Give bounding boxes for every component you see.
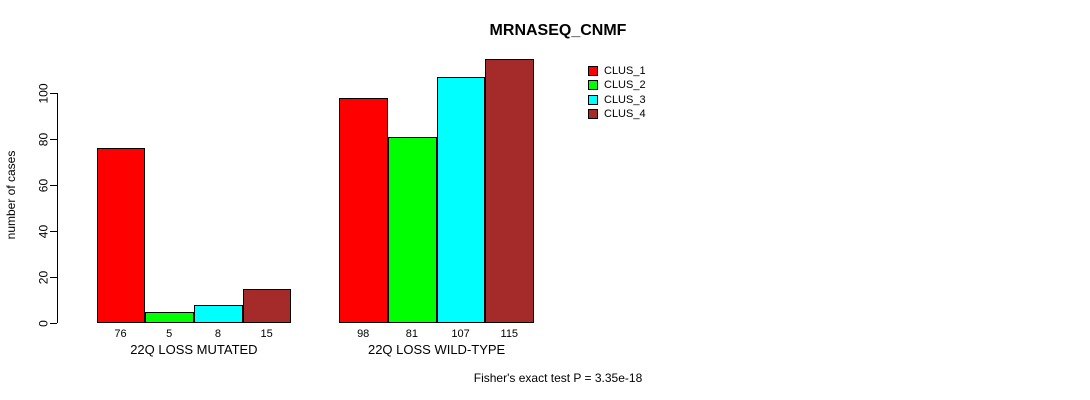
bar-value-label: 115 xyxy=(500,328,519,340)
group-label: 22Q LOSS MUTATED xyxy=(130,342,258,357)
legend-label: CLUS_3 xyxy=(604,93,646,106)
bar-value-label: 8 xyxy=(214,328,221,340)
legend-label: CLUS_2 xyxy=(604,79,646,92)
y-axis-tick xyxy=(50,185,57,186)
bar-clus_4-2 xyxy=(485,58,534,323)
chart-title: MRNASEQ_CNMF xyxy=(489,22,627,39)
bar-clus_4-1 xyxy=(242,288,292,323)
y-axis-tick-label: 0 xyxy=(36,319,51,327)
bar-clus_2-1 xyxy=(145,311,194,323)
legend-item-clus_4: CLUS_4 xyxy=(588,107,646,121)
bar-value-label: 76 xyxy=(114,328,127,340)
bar-value-label: 15 xyxy=(260,328,273,340)
bar-value-label: 5 xyxy=(166,328,173,340)
y-axis-tick-label: 100 xyxy=(36,82,51,104)
legend-item-clus_1: CLUS_1 xyxy=(588,64,646,78)
legend-item-clus_2: CLUS_2 xyxy=(588,78,646,92)
bar-value-label: 98 xyxy=(357,328,370,340)
y-axis-tick-label: 20 xyxy=(36,270,51,284)
group-label: 22Q LOSS WILD-TYPE xyxy=(367,342,506,357)
legend-item-clus_3: CLUS_3 xyxy=(588,93,646,107)
legend-swatch-icon xyxy=(588,80,598,91)
y-axis-line xyxy=(57,93,58,323)
y-axis-tick xyxy=(50,323,57,324)
legend-label: CLUS_4 xyxy=(604,108,646,121)
bar-clus_3-1 xyxy=(193,304,243,323)
bar-value-label: 107 xyxy=(451,328,470,340)
y-axis-label: number of cases xyxy=(4,150,18,240)
y-axis-tick-label: 40 xyxy=(36,224,51,238)
bar-clus_1-1 xyxy=(96,148,146,323)
y-axis-tick xyxy=(50,139,57,140)
legend-swatch-icon xyxy=(588,66,598,77)
bar-clus_2-2 xyxy=(387,136,437,323)
y-axis-tick-label: 60 xyxy=(36,178,51,192)
y-axis-tick xyxy=(50,231,57,232)
legend-label: CLUS_1 xyxy=(604,65,646,78)
fisher-test-annotation: Fisher's exact test P = 3.35e-18 xyxy=(473,371,643,385)
bar-value-label: 81 xyxy=(405,328,419,340)
y-axis-tick xyxy=(50,93,57,94)
y-axis-tick-label: 80 xyxy=(36,132,51,146)
bar-clus_1-2 xyxy=(339,97,388,323)
legend-swatch-icon xyxy=(588,109,598,120)
legend-swatch-icon xyxy=(588,94,598,105)
y-axis-tick xyxy=(50,277,57,278)
bar-clus_3-2 xyxy=(436,76,486,323)
legend: CLUS_1 CLUS_2 CLUS_3 CLUS_4 xyxy=(588,64,646,121)
